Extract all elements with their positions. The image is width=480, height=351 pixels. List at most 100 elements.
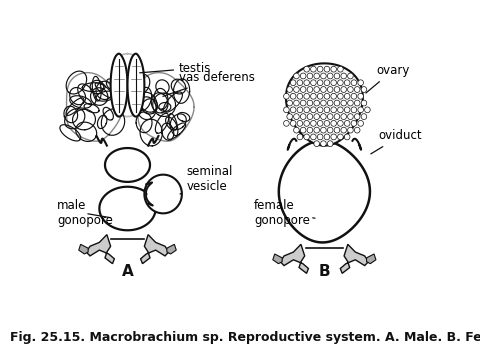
- Circle shape: [314, 141, 320, 147]
- Circle shape: [290, 107, 296, 113]
- Circle shape: [337, 93, 343, 99]
- Circle shape: [314, 100, 320, 106]
- Circle shape: [354, 87, 360, 92]
- Polygon shape: [286, 64, 363, 146]
- Text: ovary: ovary: [366, 64, 409, 93]
- Circle shape: [351, 80, 357, 86]
- Circle shape: [287, 100, 292, 106]
- Circle shape: [354, 114, 360, 119]
- Circle shape: [284, 93, 289, 99]
- Polygon shape: [105, 148, 150, 182]
- Text: oviduct: oviduct: [371, 130, 422, 154]
- Circle shape: [287, 87, 292, 92]
- Circle shape: [341, 100, 347, 106]
- Polygon shape: [128, 54, 144, 117]
- Circle shape: [300, 87, 306, 92]
- Circle shape: [337, 66, 343, 72]
- Circle shape: [314, 73, 320, 79]
- Circle shape: [361, 100, 367, 106]
- Circle shape: [327, 114, 333, 119]
- Circle shape: [337, 107, 343, 113]
- Circle shape: [304, 80, 310, 86]
- Polygon shape: [110, 54, 128, 117]
- Circle shape: [344, 120, 350, 126]
- Circle shape: [358, 93, 363, 99]
- Circle shape: [284, 120, 289, 126]
- Circle shape: [351, 107, 357, 113]
- Circle shape: [297, 80, 303, 86]
- Circle shape: [324, 80, 330, 86]
- Circle shape: [297, 107, 303, 113]
- Circle shape: [321, 114, 326, 119]
- Text: testis: testis: [140, 62, 211, 75]
- Circle shape: [317, 93, 323, 99]
- Polygon shape: [99, 187, 156, 230]
- Polygon shape: [279, 141, 370, 243]
- Circle shape: [321, 141, 326, 147]
- Circle shape: [324, 134, 330, 140]
- Polygon shape: [340, 244, 369, 273]
- Circle shape: [290, 80, 296, 86]
- Circle shape: [348, 127, 353, 133]
- Circle shape: [304, 134, 310, 140]
- Polygon shape: [79, 244, 88, 254]
- Circle shape: [334, 100, 340, 106]
- Circle shape: [311, 120, 316, 126]
- Polygon shape: [141, 234, 169, 264]
- Circle shape: [314, 127, 320, 133]
- Circle shape: [351, 93, 357, 99]
- Circle shape: [317, 80, 323, 86]
- Circle shape: [327, 141, 333, 147]
- Circle shape: [317, 120, 323, 126]
- Circle shape: [311, 80, 316, 86]
- Circle shape: [317, 107, 323, 113]
- Circle shape: [307, 87, 313, 92]
- Circle shape: [354, 127, 360, 133]
- Text: B: B: [319, 264, 330, 279]
- Circle shape: [304, 107, 310, 113]
- Circle shape: [324, 93, 330, 99]
- Circle shape: [311, 134, 316, 140]
- Circle shape: [331, 66, 336, 72]
- Circle shape: [307, 100, 313, 106]
- Circle shape: [297, 93, 303, 99]
- Circle shape: [331, 107, 336, 113]
- Circle shape: [365, 107, 370, 113]
- Circle shape: [358, 120, 363, 126]
- Circle shape: [327, 73, 333, 79]
- Circle shape: [304, 93, 310, 99]
- Circle shape: [297, 134, 303, 140]
- Circle shape: [307, 127, 313, 133]
- Polygon shape: [367, 254, 376, 264]
- Circle shape: [337, 134, 343, 140]
- Circle shape: [324, 66, 330, 72]
- Circle shape: [314, 87, 320, 92]
- Circle shape: [348, 114, 353, 119]
- Circle shape: [344, 80, 350, 86]
- Circle shape: [300, 73, 306, 79]
- Circle shape: [284, 107, 289, 113]
- Circle shape: [317, 66, 323, 72]
- Circle shape: [334, 114, 340, 119]
- Polygon shape: [86, 234, 114, 264]
- Circle shape: [294, 127, 299, 133]
- Text: male
gonopore: male gonopore: [57, 199, 113, 227]
- Circle shape: [327, 127, 333, 133]
- Text: vas deferens: vas deferens: [163, 71, 255, 96]
- Circle shape: [334, 73, 340, 79]
- Circle shape: [307, 114, 313, 119]
- Circle shape: [300, 114, 306, 119]
- Circle shape: [300, 100, 306, 106]
- Polygon shape: [280, 244, 309, 273]
- Circle shape: [311, 107, 316, 113]
- Circle shape: [334, 87, 340, 92]
- Circle shape: [331, 120, 336, 126]
- Circle shape: [327, 87, 333, 92]
- Circle shape: [361, 114, 367, 119]
- Circle shape: [344, 134, 350, 140]
- Circle shape: [341, 127, 347, 133]
- Circle shape: [348, 100, 353, 106]
- Circle shape: [361, 87, 367, 92]
- Text: seminal
vesicle: seminal vesicle: [180, 165, 233, 194]
- Circle shape: [287, 114, 292, 119]
